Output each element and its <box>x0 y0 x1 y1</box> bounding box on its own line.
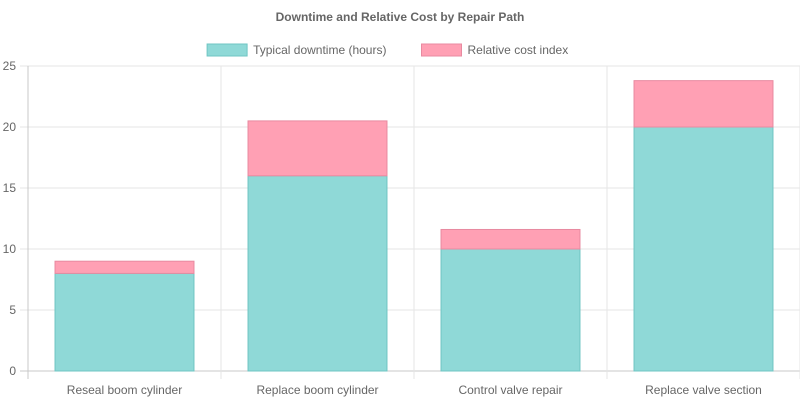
y-tick-label: 20 <box>3 120 17 134</box>
y-tick-label: 10 <box>3 242 17 256</box>
bar-cost-0 <box>54 260 195 274</box>
legend-swatch-0 <box>206 43 248 57</box>
y-tick-label: 0 <box>9 364 16 378</box>
legend: Typical downtime (hours) Relative cost in… <box>206 43 569 57</box>
x-tick-label: Reseal boom cylinder <box>67 383 182 397</box>
legend-label-1: Relative cost index <box>468 43 569 57</box>
bar-cost-3 <box>633 80 774 128</box>
bars <box>54 80 774 372</box>
bar-downtime-2 <box>440 248 581 372</box>
y-tick-label: 25 <box>3 59 17 73</box>
legend-label-0: Typical downtime (hours) <box>253 43 386 57</box>
x-tick-label: Control valve repair <box>458 383 562 397</box>
bar-downtime-0 <box>54 272 195 372</box>
bar-downtime-1 <box>247 175 388 372</box>
bar-downtime-3 <box>633 126 774 372</box>
bar-cost-2 <box>440 228 581 250</box>
legend-swatch-1 <box>421 43 462 57</box>
chart-title: Downtime and Relative Cost by Repair Pat… <box>276 10 525 24</box>
y-tick-label: 5 <box>9 303 16 317</box>
y-tick-label: 15 <box>3 181 17 195</box>
bar-cost-1 <box>247 120 388 177</box>
x-tick-label: Replace valve section <box>645 383 762 397</box>
axes: 0 5 10 15 20 25 Reseal boom cylinder Replace bo… <box>3 59 762 397</box>
x-tick-label: Replace boom cylinder <box>256 383 378 397</box>
